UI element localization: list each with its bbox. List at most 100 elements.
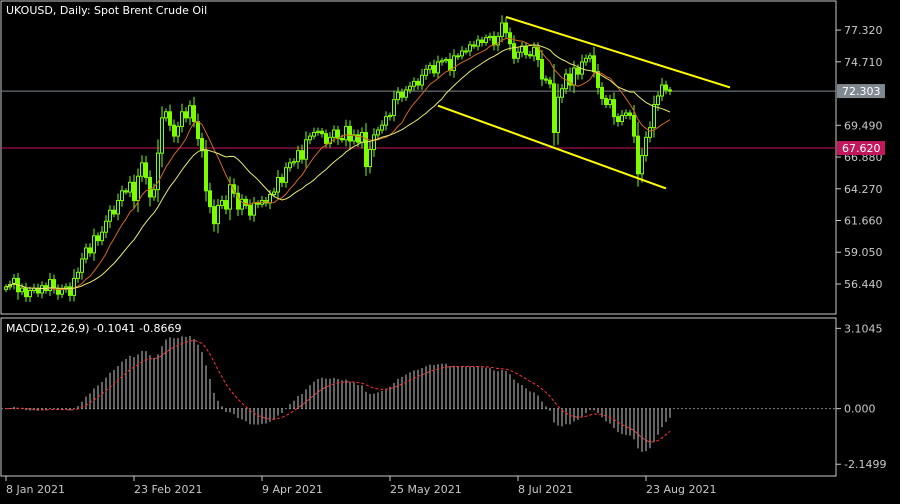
candle-bull [476, 39, 480, 47]
candle-bull [560, 88, 564, 98]
candle-bear [124, 190, 128, 193]
candle-bear [244, 198, 248, 206]
candle-bull [72, 277, 76, 296]
price-tick-label: 61.660 [844, 215, 883, 228]
price-layer [1, 15, 836, 302]
x-tick-label: 8 Jul 2021 [518, 483, 573, 496]
candle-bull [76, 271, 80, 279]
axis-layer: 77.32074.71069.49066.88064.27061.66059.0… [5, 24, 886, 496]
candle-bear [668, 89, 672, 92]
candle-bull [136, 175, 140, 202]
candle-bull [372, 134, 376, 150]
candle-bear [324, 133, 328, 144]
candle-bull [344, 125, 348, 141]
candle-bull [640, 155, 644, 175]
channel-lower-line [437, 104, 667, 190]
candle-bear [636, 135, 640, 175]
candle-bear [232, 184, 236, 194]
candle-bear [612, 99, 616, 118]
candle-bull [308, 135, 312, 141]
candle-bull [12, 277, 16, 285]
candle-bull [412, 80, 416, 87]
candle-bull [588, 55, 592, 59]
candle-bull [644, 136, 648, 157]
candle-bull [80, 258, 84, 273]
candle-bear [340, 138, 344, 141]
candle-bull [188, 105, 192, 119]
candle-bear [524, 45, 528, 56]
candle-bull [660, 84, 664, 97]
candle-bear [96, 235, 100, 242]
candle-bull [316, 130, 320, 133]
candle-bear [208, 190, 212, 208]
candle-bear [256, 202, 260, 205]
candle-bull [272, 191, 276, 195]
candle-bear [204, 150, 208, 192]
candle-bear [88, 247, 92, 254]
macd-signal-line [5, 340, 671, 443]
candle-bull [180, 111, 184, 127]
main-panel-frame [0, 0, 837, 315]
candle-bear [356, 134, 360, 143]
candle-bear [628, 112, 632, 116]
candle-bear [568, 73, 572, 86]
candle-bull [108, 209, 112, 222]
candle-bear [472, 44, 476, 47]
candle-bear [632, 114, 636, 137]
candle-bear [112, 209, 116, 215]
candle-bull [428, 65, 432, 70]
candle-bear [492, 35, 496, 46]
candle-bear [236, 192, 240, 210]
candle-bear [144, 162, 148, 178]
candle-bull [608, 99, 612, 105]
candle-bull [20, 287, 24, 293]
candle-bull [444, 59, 448, 62]
candle-bear [196, 121, 200, 140]
candle-bull [440, 60, 444, 63]
candle-bull [240, 198, 244, 210]
candle-bear [540, 59, 544, 80]
candle-bull [556, 96, 560, 133]
price-tick-label: 59.050 [844, 246, 883, 259]
candle-bear [548, 79, 552, 85]
candle-bull [516, 51, 520, 59]
candle-bear [24, 287, 28, 298]
channel-upper-line [505, 15, 731, 89]
candle-bear [148, 176, 152, 198]
candle-bear [544, 78, 548, 81]
price-tick-label: 56.440 [844, 278, 883, 291]
candle-bull [376, 129, 380, 136]
candle-bear [68, 286, 72, 296]
chart-title: UKOUSD, Daily: Spot Brent Crude Oil [6, 4, 207, 17]
candle-bull [484, 37, 488, 43]
candle-bull [464, 50, 468, 53]
candle-bull [408, 85, 412, 91]
candle-bull [468, 44, 472, 52]
candle-bull [284, 167, 288, 183]
candle-bear [600, 86, 604, 99]
candle-bear [212, 206, 216, 225]
candle-bull [292, 161, 296, 164]
candle-bull [384, 116, 388, 126]
candle-bull [328, 136, 332, 144]
candle-bull [648, 127, 652, 138]
candle-bull [496, 35, 500, 46]
candle-bull [176, 125, 180, 137]
candle-bull [120, 190, 124, 202]
candle-bull [456, 55, 460, 58]
price-tick-label: 69.490 [844, 119, 883, 132]
candle-bull [228, 184, 232, 210]
candle-bull [460, 50, 464, 57]
candle-bull [216, 204, 220, 225]
candle-bear [512, 43, 516, 59]
price-tick-label: 74.710 [844, 56, 883, 69]
candle-bear [432, 65, 436, 74]
ma-slow-line [5, 44, 671, 290]
candle-bull [584, 57, 588, 63]
candle-bear [416, 80, 420, 86]
candle-bull [392, 99, 396, 116]
candle-bear [592, 55, 596, 73]
price-marker-badge [837, 84, 885, 99]
candle-bull [352, 134, 356, 142]
